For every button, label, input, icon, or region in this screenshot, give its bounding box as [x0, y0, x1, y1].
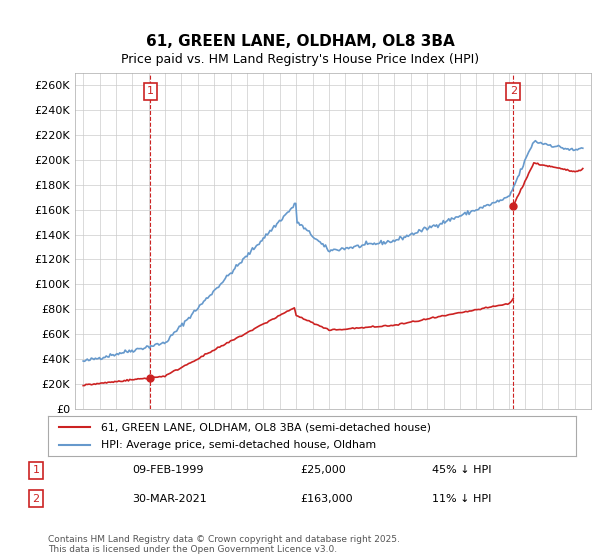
Text: 11% ↓ HPI: 11% ↓ HPI — [432, 493, 491, 503]
Text: £25,000: £25,000 — [300, 465, 346, 475]
Text: 1: 1 — [32, 465, 40, 475]
Text: 2: 2 — [32, 493, 40, 503]
Text: Price paid vs. HM Land Registry's House Price Index (HPI): Price paid vs. HM Land Registry's House … — [121, 53, 479, 66]
Text: 2: 2 — [509, 86, 517, 96]
Text: 30-MAR-2021: 30-MAR-2021 — [132, 493, 207, 503]
Text: 1: 1 — [147, 86, 154, 96]
Text: 61, GREEN LANE, OLDHAM, OL8 3BA (semi-detached house): 61, GREEN LANE, OLDHAM, OL8 3BA (semi-de… — [101, 422, 431, 432]
Text: 09-FEB-1999: 09-FEB-1999 — [132, 465, 203, 475]
Text: 61, GREEN LANE, OLDHAM, OL8 3BA: 61, GREEN LANE, OLDHAM, OL8 3BA — [146, 34, 454, 49]
Text: Contains HM Land Registry data © Crown copyright and database right 2025.
This d: Contains HM Land Registry data © Crown c… — [48, 535, 400, 554]
Text: HPI: Average price, semi-detached house, Oldham: HPI: Average price, semi-detached house,… — [101, 440, 376, 450]
Text: £163,000: £163,000 — [300, 493, 353, 503]
Text: 45% ↓ HPI: 45% ↓ HPI — [432, 465, 491, 475]
